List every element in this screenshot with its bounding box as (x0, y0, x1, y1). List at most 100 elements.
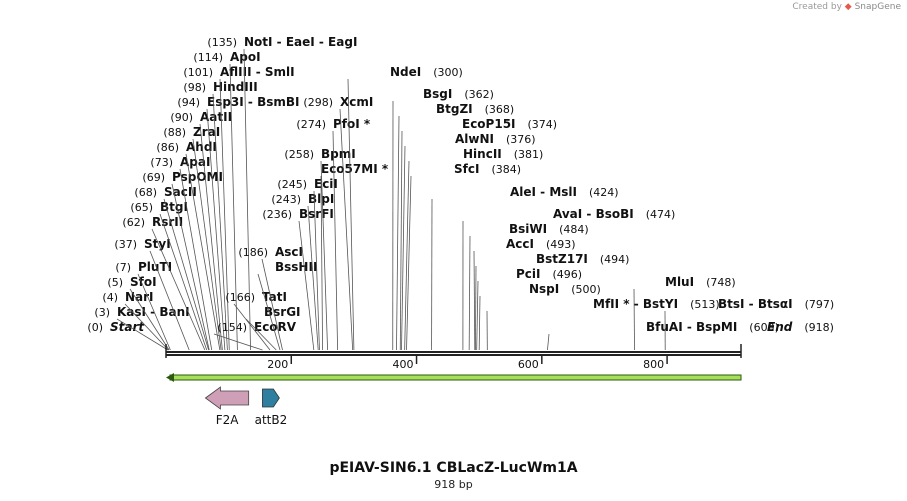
site-position: (98) (183, 81, 206, 94)
site-label: PciI (516, 267, 541, 281)
site-pluti: PluTI (7) (115, 260, 172, 351)
site-position: (68) (134, 186, 157, 199)
ruler-tick-label: 600 (518, 358, 539, 371)
site-position: (496) (553, 268, 583, 281)
plasmid-name: pEIAV-SIN6.1 CBLacZ-LucWm1A (329, 460, 578, 476)
site-label: AscI (275, 245, 303, 259)
site-label: NspI (529, 282, 559, 296)
ruler-tick-label: 400 (393, 358, 414, 371)
site-line (213, 333, 263, 351)
site-eco57mi: Eco57MI * (320, 162, 389, 351)
site-label: ApoI (230, 50, 261, 64)
site-start: Start (0) (87, 320, 145, 334)
site-label: Eco57MI * (321, 162, 389, 176)
site-label: HincII (463, 147, 502, 161)
site-label: Start (110, 320, 145, 334)
site-styi: StyI (37) (114, 237, 190, 351)
site-label: PfoI * (333, 117, 371, 131)
site-position: (918) (804, 321, 834, 334)
site-line (473, 250, 476, 351)
backbone-layer: 200 400 600 800 (165, 344, 742, 371)
site-line (468, 235, 471, 351)
site-label: BsrGI (264, 305, 301, 319)
site-line (320, 160, 329, 351)
site-ndei: NdeI (300) (347, 65, 463, 351)
orf-arrow (166, 373, 742, 382)
site-position: (748) (706, 276, 736, 289)
site-bsshii: BssHII (257, 260, 317, 351)
site-aatii: AatII (90) (170, 110, 232, 351)
site-line (163, 198, 209, 351)
site-asci: AscI (186) (238, 245, 303, 351)
site-bpmi: BpmI (258) (284, 147, 356, 351)
site-line (298, 220, 315, 351)
site-end: End (918) (767, 320, 834, 334)
site-line (261, 258, 283, 351)
site-alei: AleI - MslI (424) (431, 185, 619, 351)
site-label: AccI (506, 237, 534, 251)
site-hincii: HincII (381) (404, 147, 543, 351)
site-position: (65) (130, 201, 153, 214)
site-label: NotI - EaeI - EagI (244, 35, 357, 49)
site-line (257, 273, 281, 351)
site-position: (797) (805, 298, 835, 311)
site-position: (186) (238, 246, 268, 259)
site-position: (484) (559, 223, 589, 236)
site-position: (274) (296, 118, 326, 131)
site-sfoi: SfoI (5) (107, 275, 170, 351)
site-pcii: PciI (496) (476, 267, 583, 351)
site-mfii: MfII * - BstYI (513) (486, 297, 720, 351)
site-position: (5) (107, 276, 123, 289)
attb2-arrow (262, 388, 280, 408)
orf-arrowhead (166, 373, 174, 382)
site-line (199, 123, 223, 351)
site-avai: AvaI - BsoBI (474) (462, 207, 676, 351)
site-position: (0) (87, 321, 103, 334)
site-label: XcmI (340, 95, 373, 109)
site-line (151, 228, 206, 351)
site-position: (245) (277, 178, 307, 191)
f2a-label: F2A (216, 413, 240, 427)
site-label: AatII (200, 110, 232, 124)
site-line (478, 295, 481, 351)
snapgene-logo-icon: ◆ (844, 2, 852, 12)
site-label: BtgI (160, 200, 188, 214)
site-line (206, 108, 226, 351)
site-line (124, 303, 169, 351)
site-label: MfII * - BstYI (593, 297, 678, 311)
attb2-label: attB2 (255, 413, 288, 427)
site-label: HindIII (213, 80, 258, 94)
ruler-tick-label: 800 (643, 358, 664, 371)
site-position: (4) (102, 291, 118, 304)
site-line (179, 168, 213, 351)
credit-brand: SnapGene (854, 2, 901, 12)
site-label: End (767, 320, 793, 334)
site-rsrii: RsrII (62) (122, 215, 206, 351)
site-esp3i: Esp3I - BsmBI (94) (177, 95, 299, 351)
site-line (396, 115, 400, 351)
site-line (307, 205, 319, 351)
site-position: (114) (193, 51, 223, 64)
site-line (401, 145, 406, 351)
site-line (404, 160, 410, 351)
site-label: BsrFI (299, 207, 334, 221)
site-line (339, 108, 354, 351)
site-line (245, 318, 277, 351)
site-bsrfi: BsrFI (236) (262, 207, 334, 351)
site-line (212, 93, 228, 351)
site-position: (7) (115, 261, 131, 274)
site-label: SacII (164, 185, 197, 199)
site-line (149, 250, 190, 351)
site-line (243, 48, 251, 351)
site-label: KasI - BanI (117, 305, 190, 319)
site-position: (424) (589, 186, 619, 199)
site-label: MluI (665, 275, 694, 289)
site-position: (243) (271, 193, 301, 206)
site-line (185, 153, 221, 351)
site-sfci: SfcI (384) (406, 162, 521, 351)
site-position: (474) (646, 208, 676, 221)
site-layer: Start(0)KasI - BanI(3)NarI(4)SfoI(5)PluT… (87, 35, 835, 351)
site-apoi: ApoI (114) (193, 50, 261, 351)
ruler-tick-label: 200 (267, 358, 288, 371)
site-line (406, 175, 412, 351)
